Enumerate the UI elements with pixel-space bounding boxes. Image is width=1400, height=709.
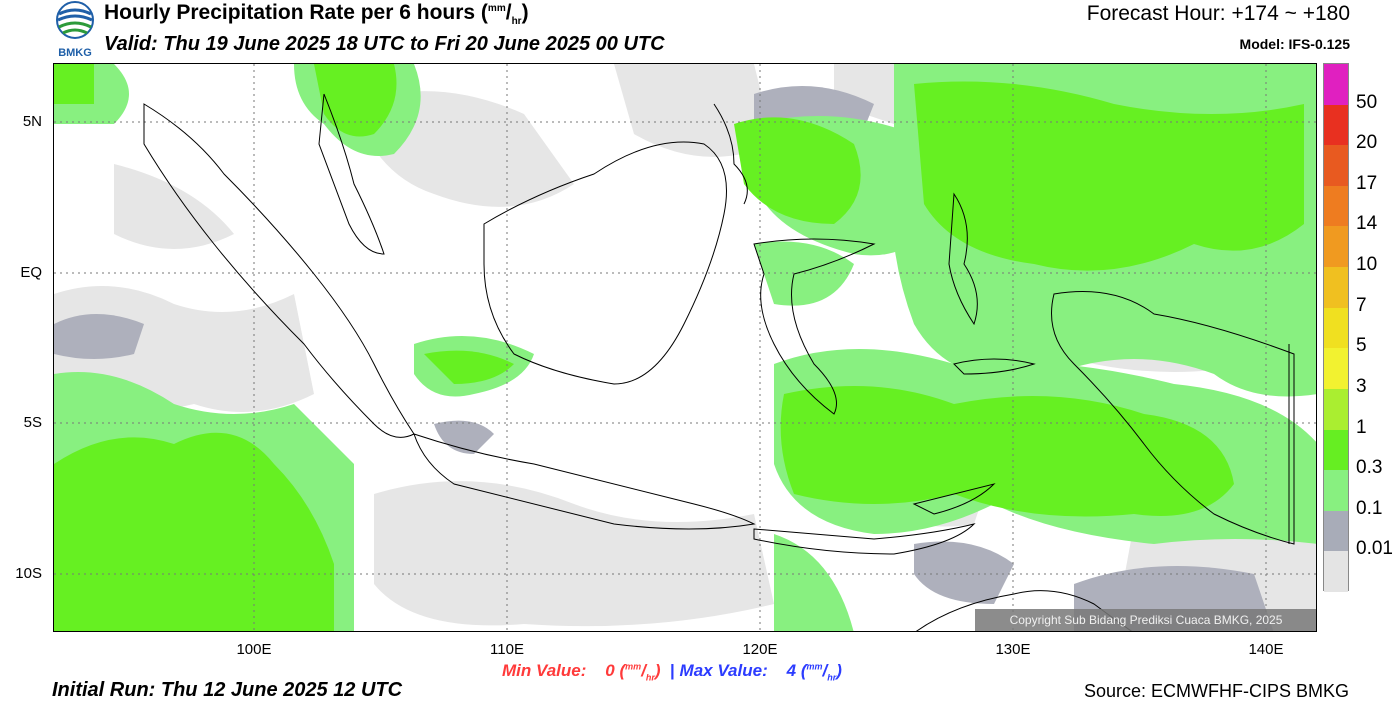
logo-text: BMKG	[58, 47, 92, 58]
max-unit-num: mm	[806, 661, 823, 672]
lat-label-5s: 5S	[23, 414, 42, 431]
colorbar-label: 1	[1356, 416, 1367, 438]
colorbar-segment	[1324, 145, 1348, 187]
coastline-philippines	[713, 103, 748, 205]
colorbar-segment	[1324, 226, 1348, 268]
colorbar-label: 5	[1356, 335, 1367, 357]
map-gridlines	[54, 64, 1316, 631]
colorbar-segment	[1324, 551, 1348, 593]
map-graphic	[54, 64, 1316, 631]
colorbar-label: 17	[1356, 172, 1378, 194]
colorbar-segment	[1324, 470, 1348, 512]
lon-label-100e: 100E	[236, 641, 272, 658]
colorbar-label: 0.01	[1356, 538, 1393, 560]
colorbar-label: 10	[1356, 254, 1378, 276]
lon-label-120e: 120E	[742, 641, 778, 658]
lon-label-110e: 110E	[490, 641, 524, 658]
min-max-values: Min Value: 0 (mm/hr) | Max Value: 4 (mm/…	[502, 661, 842, 683]
precipitation-map[interactable]: Copyright Sub Bidang Prediksi Cuaca BMKG…	[53, 63, 1317, 632]
chart-title: Hourly Precipitation Rate per 6 hours (m…	[104, 1, 529, 28]
coastline-halmahera	[948, 192, 978, 326]
coastline-seram	[953, 358, 1036, 375]
lon-label-140e: 140E	[1248, 641, 1284, 658]
lat-label-eq: EQ	[20, 264, 42, 281]
colorbar-label: 0.1	[1356, 497, 1383, 519]
min-unit-den: hr	[645, 672, 655, 683]
valid-period: Valid: Thu 19 June 2025 18 UTC to Fri 20…	[104, 33, 665, 55]
bmkg-logo: BMKG	[52, 0, 98, 59]
minmax-separator: |	[670, 661, 675, 680]
colorbar-segment	[1324, 510, 1348, 552]
coastline-new-guinea	[1051, 291, 1295, 545]
coastlines	[143, 93, 1295, 631]
min-label: Min Value:	[502, 661, 587, 680]
title-unit-den: hr	[511, 16, 522, 28]
forecast-hour: Forecast Hour: +174 ~ +180	[1086, 2, 1350, 25]
colorbar-segment	[1324, 267, 1348, 309]
colorbar-label: 20	[1356, 132, 1378, 154]
copyright-notice: Copyright Sub Bidang Prediksi Cuaca BMKG…	[975, 609, 1316, 631]
max-value: 4	[786, 661, 797, 680]
max-unit-den: hr	[827, 672, 837, 683]
coastline-borneo	[483, 141, 727, 385]
title-unit-num: mm	[487, 3, 506, 14]
colorbar-label: 50	[1356, 91, 1378, 113]
colorbar	[1323, 63, 1349, 593]
lat-label-5n: 5N	[22, 113, 42, 130]
max-label: Max Value:	[679, 661, 768, 680]
coastline-malaya	[318, 93, 385, 255]
initial-run: Initial Run: Thu 12 June 2025 12 UTC	[52, 679, 403, 701]
colorbar-label: 14	[1356, 213, 1378, 235]
colorbar-label: 0.3	[1356, 457, 1383, 479]
title-text: Hourly Precipitation Rate per 6 hours	[104, 1, 476, 24]
colorbar-segment	[1324, 348, 1348, 390]
colorbar-segment	[1324, 104, 1348, 146]
colorbar-label: 7	[1356, 294, 1367, 316]
lon-label-130e: 130E	[995, 641, 1031, 658]
coastline-timor	[912, 483, 996, 515]
model-name: Model: IFS-0.125	[1239, 36, 1350, 52]
colorbar-segment	[1324, 388, 1348, 431]
colorbar-segment	[1324, 64, 1348, 106]
min-unit-num: mm	[625, 661, 642, 672]
colorbar-segment	[1324, 307, 1348, 349]
colorbar-segment	[1324, 429, 1348, 471]
lat-label-10s: 10S	[15, 565, 42, 582]
min-value: 0	[605, 661, 615, 680]
colorbar-segment	[1324, 185, 1348, 227]
coastline-lesser-sunda	[753, 523, 976, 555]
colorbar-label: 3	[1356, 375, 1367, 397]
heavy-green-areas	[54, 64, 1304, 631]
coastline-sulawesi	[753, 238, 876, 415]
data-source: Source: ECMWFHF-CIPS BMKG	[1083, 681, 1349, 701]
coastline-java	[413, 433, 756, 530]
